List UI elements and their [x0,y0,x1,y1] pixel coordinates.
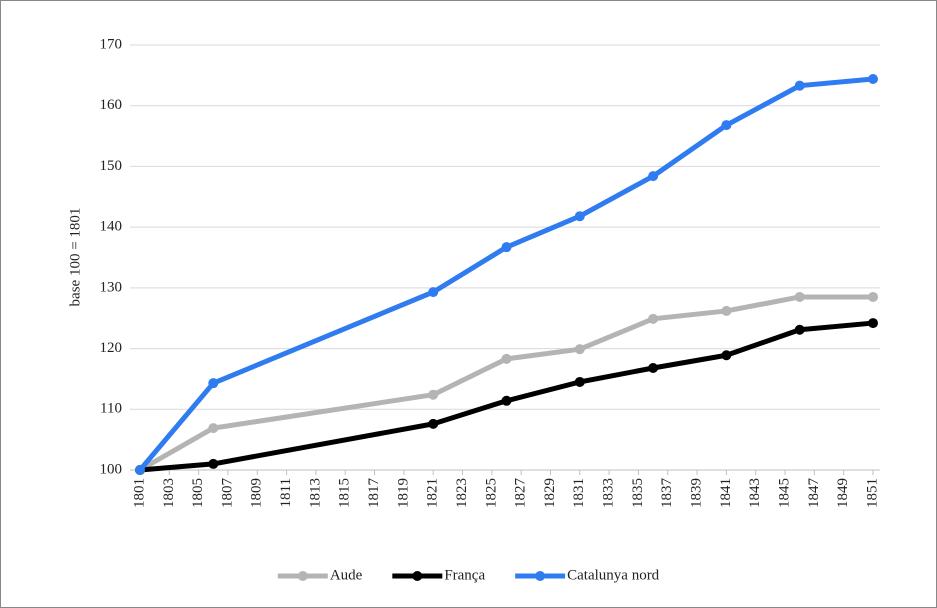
data-point [428,389,439,400]
x-tick-label: 1817 [366,478,382,509]
data-point [428,418,439,429]
data-point [574,211,585,222]
data-point [721,350,732,361]
data-point [208,458,219,469]
x-tick-label: 1845 [776,478,792,508]
data-point [868,318,878,329]
x-tick-label: 1843 [747,478,763,508]
x-tick-label: 1837 [659,478,675,509]
y-tick-label: 160 [100,97,123,113]
x-tick-label: 1821 [425,478,441,508]
x-tick-label: 1839 [689,478,705,508]
y-tick-label: 120 [100,340,123,356]
data-point [868,74,878,84]
y-tick-label: 150 [100,158,123,174]
x-tick-label: 1847 [806,478,822,509]
y-tick-label: 140 [100,219,123,235]
x-tick-label: 1823 [454,478,470,508]
legend-marker [535,571,546,581]
y-tick-label: 100 [100,461,123,477]
data-point [794,324,805,335]
x-tick-label: 1813 [307,478,323,508]
data-point [501,242,512,253]
legend-marker [297,571,308,581]
y-tick-label: 130 [100,279,123,295]
data-point [208,423,219,434]
x-tick-label: 1849 [835,478,851,508]
x-tick-label: 1805 [190,478,206,508]
x-tick-label: 1835 [630,478,646,508]
data-point [794,291,805,302]
data-point [648,313,659,324]
data-point [428,287,439,298]
legend-marker [412,571,423,581]
x-tick-label: 1831 [571,478,587,508]
data-point [721,305,732,316]
legend-label: Catalunya nord [567,567,660,583]
y-tick-label: 110 [100,401,122,417]
data-point [648,363,659,373]
x-tick-label: 1801 [131,478,147,508]
y-tick-label: 170 [100,36,123,52]
x-tick-label: 1833 [601,478,617,508]
x-tick-label: 1807 [219,478,235,509]
legend-label: Aude [330,567,363,583]
data-point [135,465,145,475]
x-tick-label: 1825 [483,478,499,508]
x-tick-label: 1841 [718,478,734,508]
data-point [794,80,805,91]
x-tick-label: 1819 [395,478,411,508]
legend: Aude França Catalunya nord [277,567,660,583]
x-tick-label: 1811 [278,478,294,507]
x-tick-label: 1827 [513,478,529,509]
data-point [501,395,512,406]
data-point [208,378,219,389]
data-point [868,291,878,302]
x-tick-label: 1851 [864,478,880,508]
legend-label: França [444,567,485,583]
data-point [574,344,585,355]
x-tick-label: 1803 [161,478,177,508]
data-point [501,353,512,364]
data-point [574,376,585,387]
x-tick-label: 1809 [249,478,265,508]
y-axis-label: base 100 = 1801 [67,208,83,307]
x-tick-label: 1829 [542,478,558,508]
x-tick-label: 1815 [337,478,353,508]
data-point [721,120,732,131]
data-point [648,171,659,182]
